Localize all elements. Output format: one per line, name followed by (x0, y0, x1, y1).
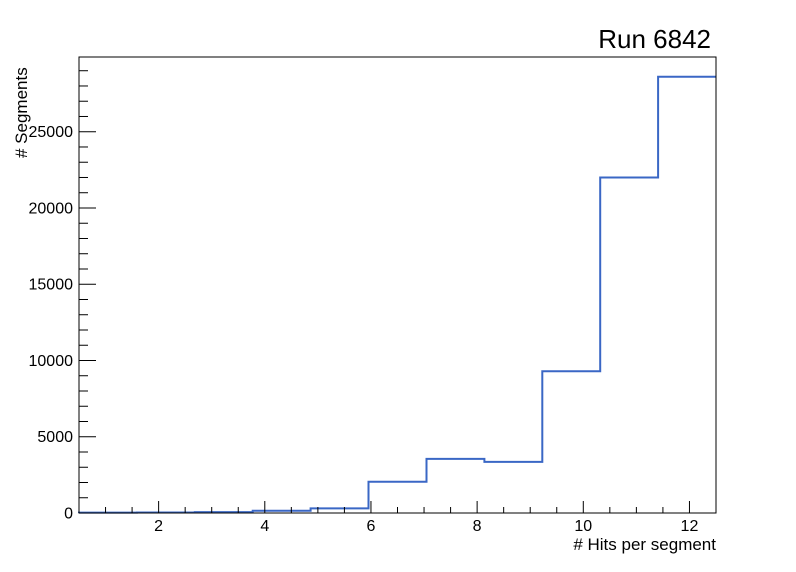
x-tick-label: 2 (154, 518, 163, 535)
x-tick-label: 6 (367, 518, 376, 535)
axis-tick-labels: 2 4 6 8 10 12 0 5000 10000 15000 20000 25000 (29, 124, 699, 535)
y-axis-title: # Segments (12, 67, 31, 158)
x-tick-label: 12 (681, 518, 699, 535)
x-tick-label: 8 (473, 518, 482, 535)
x-axis-title: # Hits per segment (573, 535, 716, 554)
axis-ticks (79, 70, 690, 514)
y-tick-label: 20000 (29, 200, 74, 217)
y-tick-label: 0 (64, 506, 73, 523)
x-tick-label: 10 (574, 518, 592, 535)
plot-title: Run 6842 (598, 24, 711, 54)
x-tick-label: 4 (260, 518, 269, 535)
y-tick-label: 5000 (37, 429, 73, 446)
y-tick-label: 25000 (29, 124, 74, 141)
y-tick-label: 10000 (29, 353, 74, 370)
y-tick-label: 15000 (29, 277, 74, 294)
